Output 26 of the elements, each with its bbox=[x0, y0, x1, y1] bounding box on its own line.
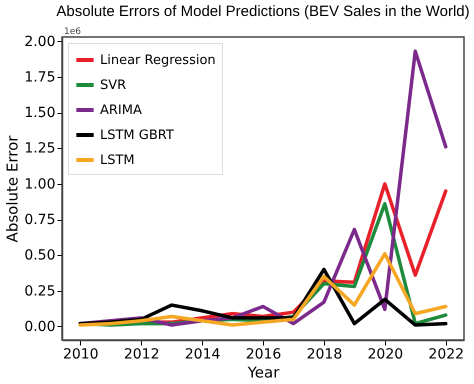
legend-label: ARIMA bbox=[100, 103, 142, 118]
y-tick-label: 0.25 bbox=[24, 283, 56, 300]
y-tick-label: 1.75 bbox=[24, 69, 56, 86]
line-series bbox=[78, 252, 448, 327]
x-axis-title: Year bbox=[246, 364, 280, 382]
x-tick-label: 2010 bbox=[62, 346, 99, 362]
x-tick-label: 2018 bbox=[306, 346, 342, 362]
y-tick-label: 0.00 bbox=[24, 318, 56, 335]
chart-title: Absolute Errors of Model Predictions (BEV Sales in the World) bbox=[56, 3, 470, 20]
legend-label: LSTM bbox=[100, 153, 135, 168]
x-tick-label: 2020 bbox=[368, 346, 404, 362]
x-tick-label: 2016 bbox=[246, 346, 282, 362]
legend-label: LSTM GBRT bbox=[100, 128, 174, 143]
y-tick-label: 1.25 bbox=[24, 140, 56, 157]
legend-label: Linear Regression bbox=[100, 53, 216, 68]
y-tick-label: 1.50 bbox=[24, 105, 56, 122]
legend-label: SVR bbox=[100, 78, 126, 93]
x-tick-label: 2012 bbox=[124, 346, 160, 362]
y-tick-label: 0.50 bbox=[24, 248, 56, 264]
y-tick-label: 2.00 bbox=[24, 34, 56, 50]
y-tick-label: 1.00 bbox=[24, 176, 56, 192]
x-tick-label: 2014 bbox=[184, 346, 220, 362]
x-tick-label: 2022 bbox=[428, 346, 464, 362]
y-tick-label: 0.75 bbox=[24, 212, 56, 228]
y-axis-title: Absolute Error bbox=[3, 134, 22, 242]
text: 1e6 bbox=[64, 27, 82, 37]
